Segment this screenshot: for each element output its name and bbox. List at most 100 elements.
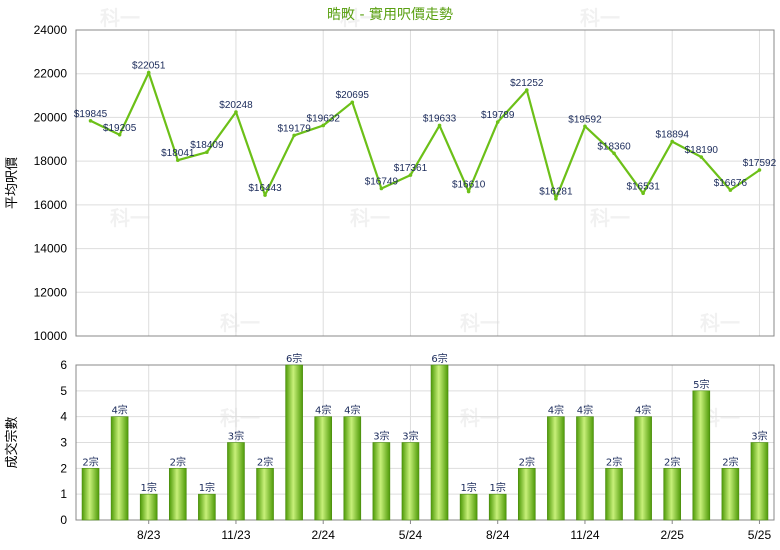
volume-bar-label: 1宗 xyxy=(199,481,215,494)
watermark-text: 科一 xyxy=(460,406,500,430)
bottom-y-tick-label: 4 xyxy=(60,410,67,424)
price-point xyxy=(437,123,442,128)
bottom-y-tick-label: 1 xyxy=(60,487,67,501)
price-point-label: $18409 xyxy=(190,140,224,151)
x-tick-label: 5/24 xyxy=(399,528,423,542)
price-point xyxy=(524,88,529,92)
price-point xyxy=(670,139,675,144)
volume-bar xyxy=(110,416,129,521)
price-point-label: $17592 xyxy=(743,158,777,169)
price-point-label: $19592 xyxy=(568,114,602,125)
volume-bar-label: 3宗 xyxy=(751,430,767,443)
price-point xyxy=(146,70,151,75)
volume-bar xyxy=(721,468,740,521)
price-point-label: $18360 xyxy=(597,141,631,152)
top-vertical-grid xyxy=(148,30,760,336)
volume-bar-label: 2宗 xyxy=(170,455,186,468)
top-y-tick-label: 18000 xyxy=(34,154,68,168)
volume-plot: 0 1 2 3 4 5 6 成交宗數 2宗 4宗 1宗 2宗 1宗 3宗 2宗 6宗 4宗 4宗 3宗 3宗 6宗 1宗 1… xyxy=(4,352,775,542)
x-tick-label: 5/25 xyxy=(748,528,772,542)
volume-bar xyxy=(285,364,303,521)
price-point xyxy=(88,119,93,123)
volume-bar xyxy=(198,493,216,521)
watermark-text: 科一 xyxy=(590,206,630,230)
bottom-y-tick-label: 0 xyxy=(60,513,67,527)
price-point-label: $18041 xyxy=(161,148,195,159)
price-point xyxy=(612,151,616,156)
price-point xyxy=(117,133,122,137)
volume-bar xyxy=(517,468,536,521)
price-point-label: $17361 xyxy=(394,163,428,174)
price-point-label: $19633 xyxy=(423,113,457,124)
watermark-text: 科一 xyxy=(220,406,260,430)
x-tick-label: 8/23 xyxy=(137,528,161,542)
price-point xyxy=(641,191,645,196)
x-tick-label: 8/24 xyxy=(486,528,510,542)
top-y-tick-label: 22000 xyxy=(34,67,68,81)
bottom-y-axis-label: 成交宗數 xyxy=(4,416,20,468)
bottom-y-tick-label: 3 xyxy=(60,436,67,450)
price-point-label: $19845 xyxy=(74,109,108,120)
price-series-line xyxy=(90,71,761,200)
price-point xyxy=(350,100,355,105)
watermark-text: 科一 xyxy=(340,6,380,30)
top-y-tick-label: 10000 xyxy=(34,329,68,343)
volume-bar-label: 4宗 xyxy=(315,404,331,417)
price-point xyxy=(728,188,733,192)
watermark-text: 科一 xyxy=(110,206,150,230)
volume-bar-label: 4宗 xyxy=(111,404,127,417)
price-point xyxy=(234,110,238,114)
price-point-label: $19205 xyxy=(103,123,137,134)
top-y-axis-label: 平均呎價 xyxy=(5,157,20,209)
volume-bar-label: 2宗 xyxy=(82,455,98,468)
price-point-label: $20248 xyxy=(219,100,253,111)
volume-bar xyxy=(634,416,652,521)
volume-bar-label: 2宗 xyxy=(722,455,738,468)
price-point xyxy=(321,123,326,128)
volume-bar xyxy=(401,442,420,521)
volume-bar-label: 5宗 xyxy=(693,378,709,391)
price-point-label: $16610 xyxy=(452,180,486,191)
price-point-label: $16281 xyxy=(539,187,573,198)
volume-bar xyxy=(459,493,478,521)
volume-bar-label: 3宗 xyxy=(402,430,418,443)
price-point xyxy=(757,168,762,172)
volume-bar xyxy=(314,416,333,521)
top-plot-frame xyxy=(75,29,775,337)
top-y-tick-label: 14000 xyxy=(34,242,68,256)
price-point-label: $21252 xyxy=(510,78,544,89)
price-point xyxy=(379,186,384,191)
volume-bar xyxy=(605,468,623,521)
price-point-label: $19179 xyxy=(277,123,311,134)
volume-bar xyxy=(750,442,769,521)
volume-bar xyxy=(168,468,187,521)
price-point xyxy=(495,120,500,124)
volume-bar-label: 3宗 xyxy=(228,430,244,443)
volume-bar-label: 4宗 xyxy=(548,404,564,417)
price-point xyxy=(408,173,413,177)
price-point-label: $16531 xyxy=(626,181,660,192)
price-point-label: $18190 xyxy=(685,145,719,156)
volume-bar xyxy=(227,442,245,521)
x-tick-label: 2/25 xyxy=(661,528,685,542)
bottom-y-tick-label: 2 xyxy=(60,461,67,475)
volume-bar-label: 4宗 xyxy=(635,404,651,417)
volume-bar-label: 6宗 xyxy=(286,352,302,365)
volume-bar-label: 1宗 xyxy=(460,481,476,494)
price-point xyxy=(263,193,267,197)
price-point-label: $16676 xyxy=(714,178,748,189)
volume-bar-label: 2宗 xyxy=(664,455,680,468)
x-tick-label: 2/24 xyxy=(312,528,336,542)
watermark-text: 科一 xyxy=(700,311,740,335)
watermark-text: 科一 xyxy=(220,311,260,335)
top-y-tick-label: 24000 xyxy=(34,23,68,37)
volume-bar-label: 6宗 xyxy=(431,352,447,365)
bottom-y-tick-label: 5 xyxy=(60,384,67,398)
volume-bar-label: 2宗 xyxy=(519,455,535,468)
price-point xyxy=(175,158,180,163)
price-point-label: $19632 xyxy=(307,113,341,124)
watermark-text: 科一 xyxy=(580,6,620,30)
top-y-tick-label: 12000 xyxy=(34,285,68,299)
volume-bar xyxy=(430,364,449,521)
